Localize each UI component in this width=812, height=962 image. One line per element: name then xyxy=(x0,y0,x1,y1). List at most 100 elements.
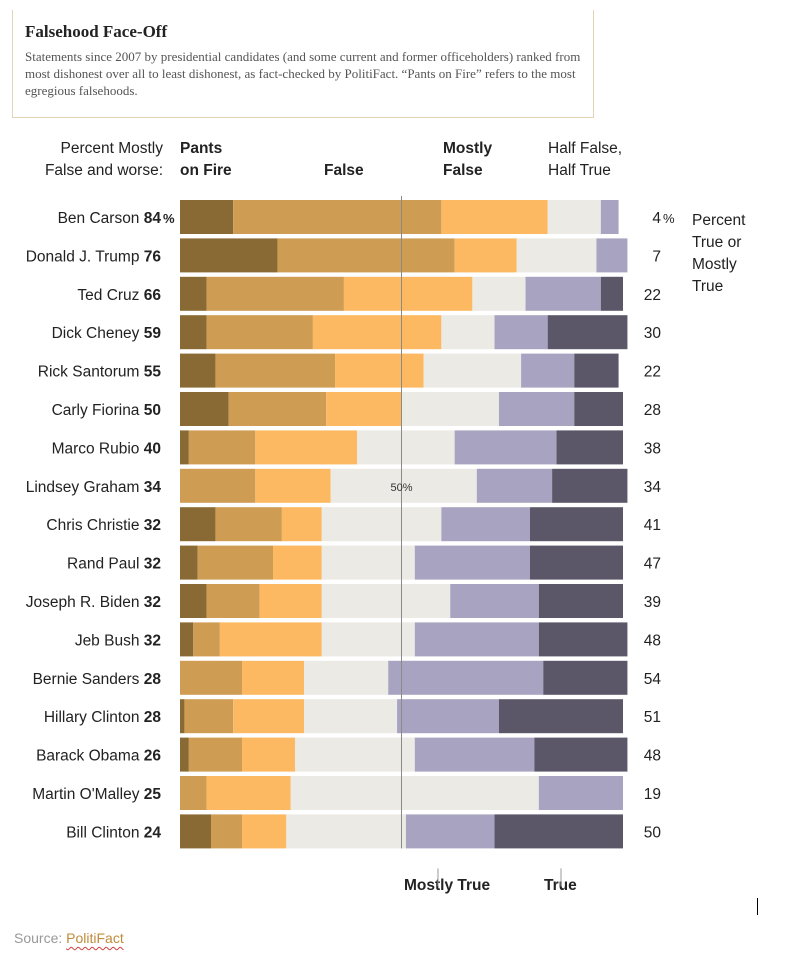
bar-segment xyxy=(397,699,499,734)
bar-segment xyxy=(600,276,623,311)
true-or-mostly-true-value: 30 xyxy=(644,325,662,342)
bar-segment xyxy=(215,353,336,388)
bar-segment xyxy=(180,392,229,426)
bar-segment xyxy=(321,507,442,542)
bar-segment xyxy=(414,622,539,657)
bar-segment xyxy=(321,545,415,580)
chart-subtitle: Statements since 2007 by presidential ca… xyxy=(25,49,581,98)
mostly-false-and-worse-value: 32 xyxy=(144,517,161,534)
bar-segment xyxy=(450,584,539,618)
mostly-false-and-worse-value: 59 xyxy=(144,325,162,342)
pants-on-fire-header: Pants on Fire xyxy=(180,138,232,182)
bar-segment xyxy=(273,545,322,580)
candidate-name: Rick Santorum xyxy=(38,364,144,381)
row-label: Dick Cheney 59 xyxy=(52,325,162,342)
text-cursor xyxy=(757,898,758,915)
percent-suffix: % xyxy=(163,211,175,226)
true-or-mostly-true-value: 54 xyxy=(644,671,662,688)
chart-title: Falsehood Face-Off xyxy=(25,22,168,41)
row-label: Joseph R. Biden 32 xyxy=(26,594,161,611)
mostly-false-and-worse-value: 28 xyxy=(144,671,162,688)
bar-segment xyxy=(180,776,207,810)
candidate-name: Bill Clinton xyxy=(66,824,144,841)
true-or-mostly-true-value: 38 xyxy=(644,440,661,457)
bar-segment xyxy=(521,353,575,388)
bar-segment xyxy=(454,430,557,465)
mostly-false-and-worse-value: 50 xyxy=(144,402,161,419)
bar-segment xyxy=(233,200,442,234)
left-header-line1: Percent Mostly xyxy=(60,140,163,157)
bar-segment xyxy=(281,507,322,542)
bar-segment xyxy=(255,430,358,465)
true-or-mostly-true-value: 34 xyxy=(644,479,662,496)
bar-segment xyxy=(401,392,499,426)
right-header-line4: True xyxy=(692,278,724,295)
bar-segment xyxy=(277,238,455,273)
half-true-header: Half False, Half True xyxy=(548,138,622,182)
bar-segment xyxy=(180,200,234,234)
bar-segment xyxy=(228,392,327,426)
bar-segment xyxy=(321,584,451,618)
source-prefix: Source: xyxy=(14,930,67,946)
bar-segment xyxy=(188,737,243,772)
bar-segment xyxy=(242,814,287,849)
bar-segment xyxy=(180,276,207,311)
true-or-mostly-true-value: 50 xyxy=(644,824,662,841)
candidate-name: Donald J. Trump xyxy=(26,248,144,265)
bar-segment xyxy=(312,315,442,350)
true-footer: True xyxy=(544,877,577,894)
row-label: Barack Obama 26 xyxy=(36,748,161,765)
bar-segment xyxy=(343,276,473,311)
right-header-line3: Mostly xyxy=(692,256,737,273)
source-link[interactable]: PolitiFact xyxy=(66,930,124,946)
bar-segment xyxy=(538,776,623,810)
bar-segment xyxy=(242,660,305,695)
bar-segment xyxy=(206,276,344,311)
bar-segment xyxy=(454,238,517,273)
true-or-mostly-true-value: 28 xyxy=(644,402,661,419)
bar-segment xyxy=(335,353,424,388)
bar-segment xyxy=(304,699,398,734)
mostly-false-and-worse-value: 55 xyxy=(144,364,162,381)
mostly-false-and-worse-value: 28 xyxy=(144,709,162,726)
bar-segment xyxy=(180,584,207,618)
true-or-mostly-true-value: 39 xyxy=(644,594,661,611)
row-label: Chris Christie 32 xyxy=(46,517,161,534)
bar-segment xyxy=(295,737,415,772)
bar-segment xyxy=(180,315,207,350)
bar-segment xyxy=(441,315,495,350)
bar-segment xyxy=(552,468,628,503)
bar-segment xyxy=(211,814,243,849)
true-or-mostly-true-value: 48 xyxy=(644,748,661,765)
candidate-name: Lindsey Graham xyxy=(26,479,144,496)
candidate-name: Marco Rubio xyxy=(52,440,144,457)
true-or-mostly-true-value: 19 xyxy=(644,786,661,803)
bar-segment xyxy=(596,238,628,273)
candidate-name: Bernie Sanders xyxy=(33,671,144,688)
bar-segment xyxy=(525,276,601,311)
candidate-name: Carly Fiorina xyxy=(52,402,144,419)
candidate-name: Hillary Clinton xyxy=(44,709,144,726)
bar-segment xyxy=(180,238,278,273)
row-label: Jeb Bush 32 xyxy=(75,632,161,649)
bar-segment xyxy=(180,699,185,734)
mostly-false-and-worse-value: 32 xyxy=(144,632,161,649)
bar-segment xyxy=(498,392,575,426)
bar-segment xyxy=(206,584,260,618)
bar-segment xyxy=(255,468,331,503)
bar-segment xyxy=(330,468,477,503)
true-or-mostly-true-value: 47 xyxy=(644,556,661,573)
candidate-name: Chris Christie xyxy=(46,517,143,534)
bar-segment xyxy=(180,660,243,695)
mostly-false-and-worse-value: 32 xyxy=(144,594,161,611)
bar-segment xyxy=(405,814,495,849)
bar-segment xyxy=(180,430,189,465)
bar-segment xyxy=(180,507,216,542)
bar-segment xyxy=(494,315,548,350)
candidate-name: Ben Carson xyxy=(58,210,144,227)
row-label: Ben Carson 84 xyxy=(58,210,162,227)
bar-segment xyxy=(547,200,601,234)
right-percent-suffix: % xyxy=(663,211,675,226)
pants-header-line2: on Fire xyxy=(180,162,232,179)
true-or-mostly-true-value: 41 xyxy=(644,517,661,534)
